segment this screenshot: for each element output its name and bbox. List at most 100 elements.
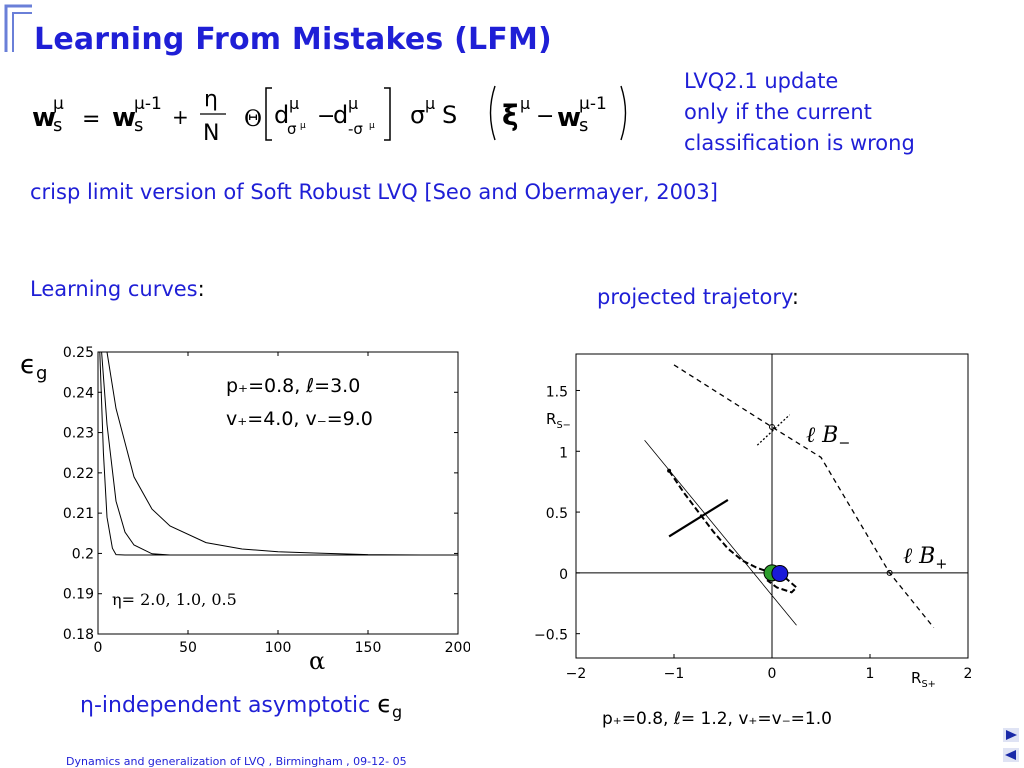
trajectory-start-point — [667, 468, 672, 473]
x-tick-label: 0 — [94, 640, 103, 656]
formula-s-lhs: s — [53, 115, 62, 136]
formula-eta: η — [204, 87, 218, 112]
learning-curves-label: Learning curves — [30, 277, 198, 301]
projection-line — [644, 440, 797, 626]
asymptotic-caption: η-independent asymptotic ϵg — [80, 690, 402, 721]
slide-title: Learning From Mistakes (LFM) — [34, 22, 552, 57]
x-tick-label: 100 — [265, 640, 292, 656]
x-tick-label: −1 — [664, 666, 685, 680]
y-tick-label: 1.5 — [546, 384, 568, 400]
y-tick-label: 0.21 — [63, 506, 94, 522]
x-tick-label: 150 — [355, 640, 382, 656]
formula-xi: ξ — [502, 99, 519, 132]
formula-mu-minus-1-end: μ-1 — [579, 94, 607, 114]
asymptotic-text: η-independent asymptotic — [80, 693, 378, 718]
next-slide-icon[interactable] — [1003, 728, 1019, 742]
l-b-minus-sub: − — [838, 435, 851, 452]
formula-mu-minus-1: μ-1 — [134, 94, 162, 114]
formula-left-bracket — [265, 87, 272, 141]
formula-S: S — [442, 101, 457, 129]
y-tick-label: 0.2 — [72, 546, 94, 562]
corner-bracket-decoration — [4, 4, 32, 52]
lvq-note-line: only if the current — [684, 100, 872, 124]
y-tick-label: 1 — [559, 445, 568, 461]
right-chart-params: p₊=0.8, ℓ= 1.2, v₊=v₋=1.0 — [602, 709, 832, 729]
projected-trajectory-label: projected trajetory — [597, 285, 792, 309]
rs-plus-sub: S+ — [921, 679, 936, 690]
learning-curves-heading: Learning curves: — [30, 277, 205, 301]
formula-right-paren — [620, 85, 627, 141]
lfm-update-formula: w μ s = w μ-1 s + η N Θ d μ σ μ − d μ -σ… — [32, 85, 627, 146]
formula-w-lhs: w — [32, 103, 56, 133]
y-tick-label: −0.5 — [534, 628, 568, 644]
y-tick-label: 0.25 — [63, 345, 94, 361]
slide-footer: Dynamics and generalization of LVQ , Bir… — [66, 755, 407, 768]
l-b-plus-label: ℓ B+ — [903, 543, 947, 572]
l-b-plus-sub: + — [935, 556, 948, 573]
param-line: p₊=0.8, ℓ=3.0 — [226, 375, 361, 397]
formula-d1-sub: σ — [287, 120, 297, 138]
rs-plus-r: R — [911, 669, 922, 687]
y-tick-label: 0.5 — [546, 506, 568, 522]
l-b-plus-text: ℓ B — [903, 544, 936, 569]
lvq-note-line: LVQ2.1 update — [684, 69, 839, 93]
trajectory-crossbar — [668, 498, 729, 538]
b-minus-crossbar — [756, 414, 791, 446]
y-tick-label: 0.18 — [63, 627, 94, 643]
x-tick-label: 2 — [964, 666, 973, 680]
formula-d2: d — [333, 101, 348, 129]
asymptotic-eg: ϵ — [377, 690, 392, 718]
formula-d2-sub-mu: μ — [369, 121, 375, 131]
formula-w-rhs: w — [112, 103, 136, 133]
x-tick-label: 1 — [866, 666, 875, 680]
projected-trajectory-chart: −2 −1 0 1 2 −0.5 0 0.5 1 1.5 — [534, 353, 973, 680]
left-chart-params: p₊=0.8, ℓ=3.0 v₊=4.0, v₋=9.0 — [226, 370, 373, 436]
l-b-minus-text: ℓ B — [806, 423, 839, 448]
formula-w-end: w — [557, 103, 581, 133]
learning-curves-chart: 0 50 100 150 200 0.18 0.19 0.2 0.21 0.22 0.23 0.24 0… — [63, 345, 470, 656]
blue-prototype-point — [771, 564, 789, 582]
formula-minus-w: − — [536, 104, 554, 129]
lvq-note-line: classification is wrong — [684, 131, 915, 155]
lvq-note: LVQ2.1 update only if the current classi… — [684, 66, 915, 159]
y-tick-label: 0 — [559, 567, 568, 583]
eg-axis-label: ϵg — [20, 350, 47, 384]
rs-plus-axis-label: RS+ — [911, 669, 936, 690]
series-line — [99, 352, 458, 556]
formula-s-rhs: s — [134, 115, 143, 136]
formula-equals: = — [82, 107, 100, 132]
x-tick-label: 0 — [768, 666, 777, 680]
formula-plus: + — [172, 105, 189, 129]
formula-left-paren — [489, 85, 496, 141]
formula-d1-mu: μ — [289, 94, 299, 113]
formula-xi-mu: μ — [520, 94, 530, 113]
rs-minus-sub: S− — [556, 420, 571, 431]
formula-d1: d — [274, 101, 289, 129]
y-tick-label: 0.22 — [63, 466, 94, 482]
formula-N: N — [203, 121, 219, 146]
trajectory-group — [644, 364, 935, 629]
param-line: v₊=4.0, v₋=9.0 — [226, 408, 373, 430]
crisp-limit-text: crisp limit version of Soft Robust LVQ [… — [30, 180, 718, 204]
l-b-minus-label: ℓ B− — [806, 422, 850, 451]
x-tick-label: −2 — [566, 666, 587, 680]
x-tick-label: 50 — [179, 640, 197, 656]
formula-minus-d: − — [317, 104, 335, 129]
heading-colon: : — [197, 277, 205, 301]
formula-right-bracket — [384, 87, 391, 141]
formula-s-end: s — [579, 115, 588, 136]
eg-sub: g — [36, 363, 48, 385]
trajectory-line — [668, 470, 798, 594]
formula-theta: Θ — [244, 107, 262, 132]
prev-slide-icon[interactable] — [1003, 748, 1019, 762]
rs-minus-r: R — [546, 410, 557, 428]
formula-d2-mu: μ — [348, 94, 358, 113]
y-tick-label: 0.23 — [63, 426, 94, 442]
heading-colon: : — [791, 285, 799, 309]
eg-symbol: ϵ — [20, 350, 36, 380]
formula-d2-sub: -σ — [348, 120, 363, 138]
formula-sigma-mu: μ — [425, 94, 435, 113]
y-tick-label: 0.19 — [63, 587, 94, 603]
alpha-axis-label: α — [309, 647, 326, 675]
asymptotic-eg-sub: g — [391, 702, 403, 722]
